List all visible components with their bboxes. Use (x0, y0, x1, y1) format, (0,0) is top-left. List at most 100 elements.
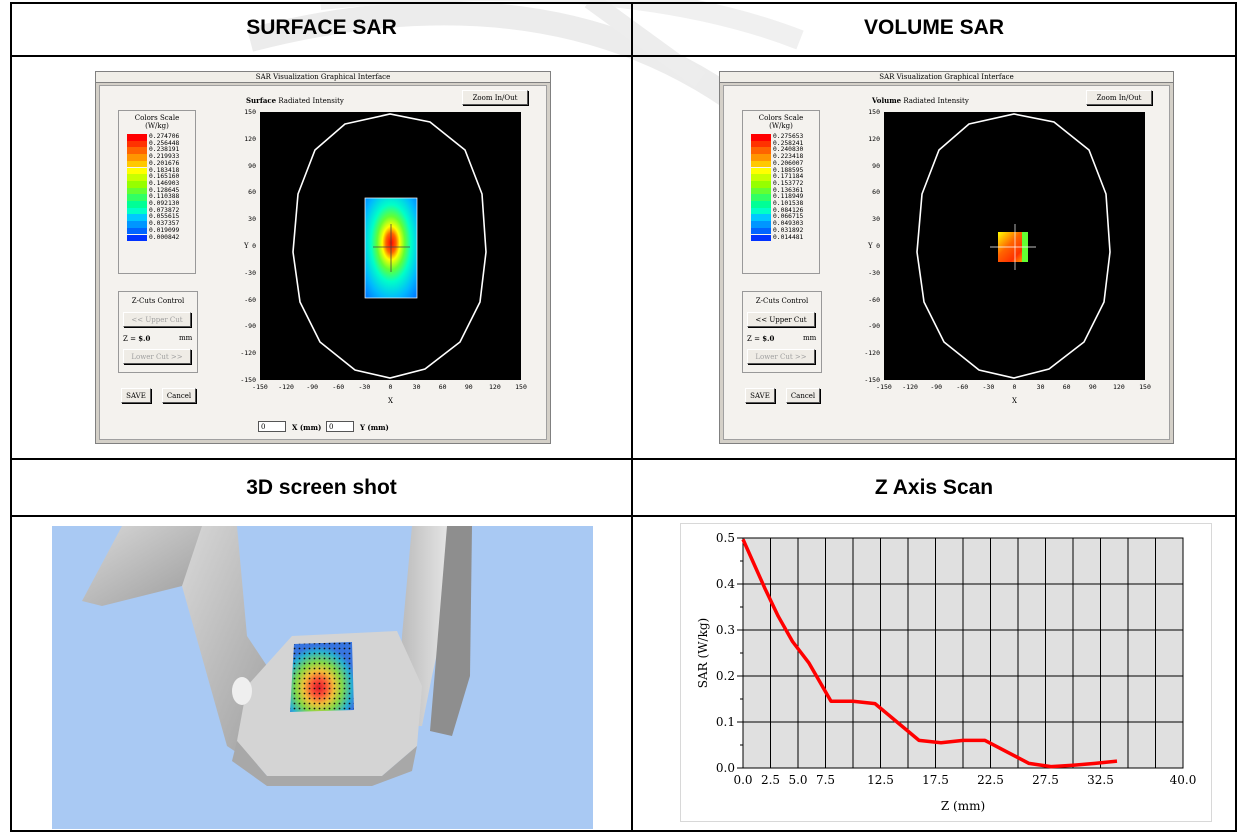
x-tick-label: 2.5 (761, 773, 780, 787)
x-tick-label: 22.5 (977, 773, 1004, 787)
y-tick-label: 30 (872, 215, 880, 224)
color-scale-value: 0.073872 (149, 206, 180, 214)
x-tick-label: 90 (464, 383, 473, 391)
lower-cut-button[interactable]: Lower Cut >> (123, 349, 191, 364)
save-button[interactable]: SAVE (121, 388, 151, 403)
x-tick-label: 17.5 (922, 773, 949, 787)
color-scale-swatch (751, 154, 771, 161)
y-axis-label: SAR (W/kg) (696, 618, 710, 688)
x-tick-label: 32.5 (1087, 773, 1114, 787)
color-scale-value: 0.136361 (773, 186, 804, 194)
y-axis-label: Y (868, 242, 873, 250)
zoom-button[interactable]: Zoom In/Out (1086, 90, 1152, 105)
y-tick-label: 0.2 (716, 669, 735, 683)
color-scale-swatch (127, 140, 147, 148)
y-tick-label: 120 (868, 134, 880, 143)
z-unit: mm (803, 334, 817, 342)
y-coordinate-input[interactable]: 0 (326, 421, 354, 432)
x-axis-label: X (1012, 397, 1017, 405)
color-scale-panel: Colors Scale (W/kg) 0.274706 0.256448 0.23… (118, 110, 196, 274)
window-title: SAR Visualization Graphical Interface (96, 72, 550, 83)
lower-cut-button[interactable]: Lower Cut >> (747, 349, 815, 364)
mode-label: Surface Radiated Intensity (246, 96, 344, 105)
y-tick-label: -30 (244, 268, 256, 277)
cancel-button[interactable]: Cancel (162, 388, 196, 403)
header-surface-sar: SURFACE SAR (246, 16, 397, 39)
x-tick-label: 7.5 (816, 773, 835, 787)
color-scale-swatch (127, 187, 147, 195)
sar-series-line (741, 538, 1118, 769)
x-tick-label: -30 (982, 383, 995, 391)
y-tick-label: 150 (244, 108, 256, 116)
color-scale-value: 0.146903 (149, 179, 180, 187)
color-scale-value: 0.031892 (773, 226, 804, 234)
color-scale-swatch (127, 180, 147, 188)
y-tick-label: -30 (868, 268, 880, 277)
color-scale-swatch (127, 174, 147, 181)
y-tick-label: 150 (868, 108, 880, 116)
x-tick-label: -120 (278, 383, 294, 391)
x-coordinate-input[interactable]: 0 (258, 421, 286, 432)
x-tick-label: -60 (332, 383, 345, 391)
layout-table (10, 2, 1237, 832)
upper-cut-button[interactable]: << Upper Cut (747, 312, 815, 327)
x-tick-label: -30 (358, 383, 371, 391)
color-scale-value: 0.238191 (149, 146, 180, 154)
table-divider (10, 515, 1237, 517)
y-tick-label: -120 (864, 349, 880, 358)
y-tick-label: -150 (864, 376, 880, 384)
cancel-button[interactable]: Cancel (786, 388, 820, 403)
z-cuts-title: Z-Cuts Control (755, 297, 809, 305)
sar-plot-area[interactable] (260, 112, 521, 380)
x-axis-label: Z (mm) (941, 799, 985, 813)
color-scale-value: 0.014481 (773, 233, 804, 241)
color-scale-value: 0.274706 (149, 133, 180, 140)
color-scale-swatch (127, 221, 147, 228)
z-cuts-panel: Z-Cuts Control << Upper Cut Z = $.0 mm L… (118, 291, 198, 373)
y-tick-label: 0.0 (716, 761, 735, 775)
sar-plot-area[interactable] (884, 112, 1145, 380)
color-scale-value: 0.219933 (149, 153, 180, 161)
y-tick-label: 90 (872, 161, 880, 170)
color-scale-swatch (751, 160, 771, 168)
sar-volume-plot (916, 113, 1111, 379)
y-tick-label: 0 (876, 242, 880, 250)
color-scale-swatch (127, 201, 147, 208)
upper-cut-button[interactable]: << Upper Cut (123, 312, 191, 327)
color-scale-value: 0.049303 (773, 220, 804, 228)
color-scale-value: 0.171184 (773, 173, 804, 181)
color-scale-swatch (127, 160, 147, 168)
color-scale-swatch (127, 147, 147, 155)
x-tick-label: -150 (252, 383, 268, 391)
color-scale-swatch (127, 227, 147, 235)
y-coordinate-label: Y (mm) (360, 423, 389, 432)
3d-phantom-render (52, 526, 593, 829)
color-scale-swatch (751, 167, 771, 175)
z-cuts-title: Z-Cuts Control (131, 297, 185, 305)
x-tick-label: -90 (930, 383, 943, 391)
x-axis-label: X (388, 397, 393, 405)
phantom-outline (292, 113, 487, 379)
color-scale-value: 0.240830 (773, 146, 804, 154)
x-tick-label: 150 (1139, 383, 1151, 391)
table-divider (10, 458, 1237, 460)
color-scale-swatch (127, 194, 147, 201)
save-button[interactable]: SAVE (745, 388, 775, 403)
color-scale-swatch (751, 194, 771, 201)
y-tick-label: 0.1 (716, 715, 735, 729)
color-scale-value: 0.206007 (773, 159, 804, 167)
color-scale-swatch (751, 140, 771, 148)
x-tick-label: -120 (902, 383, 918, 391)
x-tick-label: 0 (1012, 383, 1017, 391)
y-tick-label: -150 (240, 376, 256, 384)
color-scale-swatch (751, 180, 771, 188)
x-tick-label: 5.0 (788, 773, 807, 787)
y-tick-label: 0.4 (716, 577, 735, 591)
color-scale-swatch (751, 234, 771, 242)
color-scale-bar: 0.275653 0.258241 0.240830 0.223418 0.206007… (751, 133, 819, 242)
x-tick-label: 90 (1088, 383, 1097, 391)
z-cuts-panel: Z-Cuts Control << Upper Cut Z = $.0 mm L… (742, 291, 822, 373)
x-tick-label: -60 (956, 383, 969, 391)
y-tick-label: 30 (248, 215, 256, 224)
zoom-button[interactable]: Zoom In/Out (462, 90, 528, 105)
